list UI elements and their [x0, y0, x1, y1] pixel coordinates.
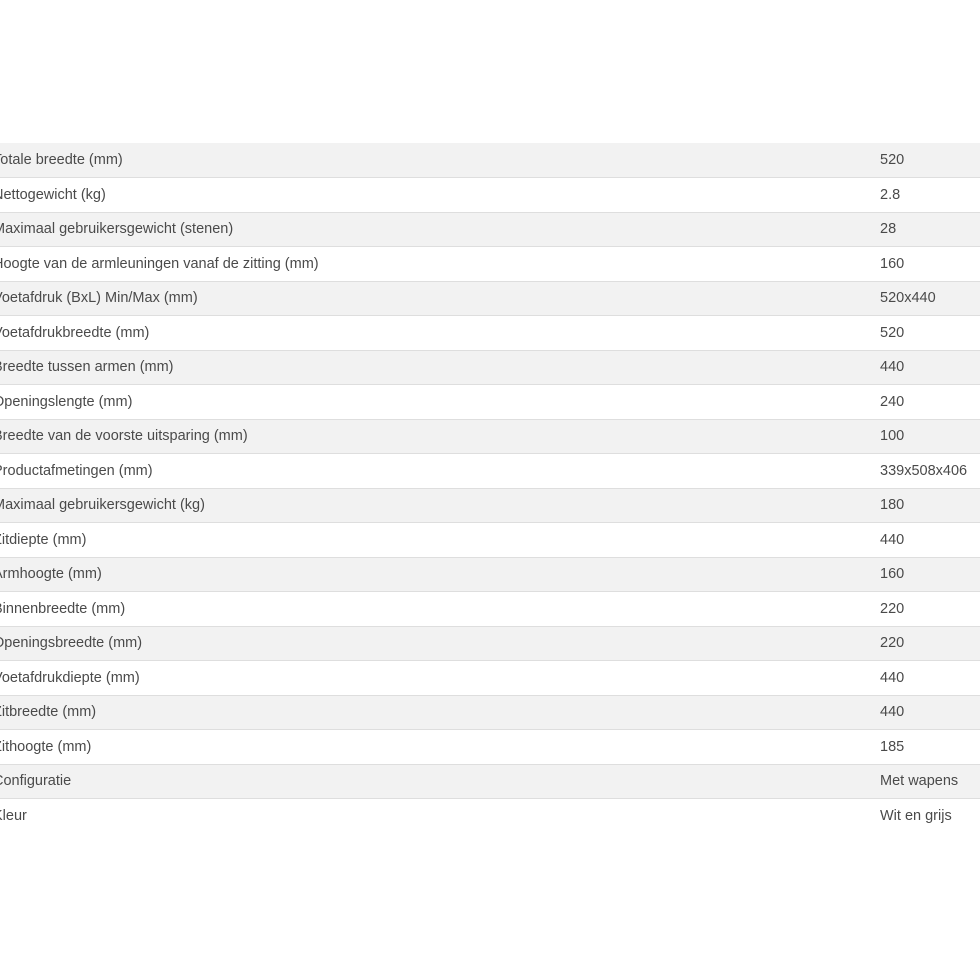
- spec-value: 100: [880, 428, 905, 445]
- spec-row: Voetafdrukbreedte (mm) 520: [0, 315, 980, 350]
- spec-label: Binnenbreedte (mm): [0, 600, 126, 617]
- spec-row: Nettogewicht (kg) 2.8: [0, 177, 980, 212]
- spec-value: 339x508x406: [880, 462, 968, 479]
- spec-value: 240: [880, 393, 905, 410]
- spec-label: Armhoogte (mm): [0, 566, 102, 583]
- spec-value: 440: [880, 359, 905, 376]
- spec-label: Openingslengte (mm): [0, 393, 133, 410]
- spec-value: 440: [880, 669, 905, 686]
- spec-label: Openingsbreedte (mm): [0, 635, 143, 652]
- spec-value: 520x440: [880, 290, 936, 307]
- spec-value: 185: [880, 738, 905, 755]
- spec-row: Zitdiepte (mm) 440: [0, 522, 980, 557]
- spec-value: 160: [880, 566, 905, 583]
- spec-row: Productafmetingen (mm) 339x508x406: [0, 453, 980, 488]
- spec-value: 180: [880, 497, 905, 514]
- spec-value: 2.8: [880, 186, 901, 203]
- spec-row: Voetafdruk (BxL) Min/Max (mm) 520x440: [0, 281, 980, 316]
- spec-row: Voetafdrukdiepte (mm) 440: [0, 660, 980, 695]
- spec-value: 220: [880, 635, 905, 652]
- spec-label: Voetafdrukbreedte (mm): [0, 324, 150, 341]
- spec-row: Zithoogte (mm) 185: [0, 729, 980, 764]
- spec-value: 520: [880, 324, 905, 341]
- spec-label: Breedte van de voorste uitsparing (mm): [0, 428, 248, 445]
- spec-value: 28: [880, 221, 897, 238]
- spec-row: Maximaal gebruikersgewicht (stenen) 28: [0, 212, 980, 247]
- spec-label: Configuratie: [0, 773, 72, 790]
- spec-label: Hoogte van de armleuningen vanaf de zitt…: [0, 255, 319, 272]
- spec-label: Totale breedte (mm): [0, 152, 123, 168]
- spec-row: Breedte tussen armen (mm) 440: [0, 350, 980, 385]
- spec-row: Openingsbreedte (mm) 220: [0, 626, 980, 661]
- spec-row: Hoogte van de armleuningen vanaf de zitt…: [0, 246, 980, 281]
- spec-value: Met wapens: [880, 773, 959, 790]
- spec-label: Nettogewicht (kg): [0, 186, 106, 203]
- spec-label: Zithoogte (mm): [0, 738, 92, 755]
- spec-label: Voetafdruk (BxL) Min/Max (mm): [0, 290, 198, 307]
- spec-table-body: Totale breedte (mm) 520 Nettogewicht (kg) 2…: [0, 143, 980, 833]
- spec-table-container: Totale breedte (mm) 520 Nettogewicht (kg) 2…: [0, 143, 980, 833]
- spec-row: Configuratie Met wapens: [0, 764, 980, 799]
- spec-row: Breedte van de voorste uitsparing (mm) 10…: [0, 419, 980, 454]
- spec-row: Armhoogte (mm) 160: [0, 557, 980, 592]
- spec-value: 520: [880, 152, 905, 168]
- spec-row: Kleur Wit en grijs: [0, 798, 980, 833]
- spec-label: Productafmetingen (mm): [0, 462, 153, 479]
- spec-value: 440: [880, 704, 905, 721]
- spec-value: 160: [880, 255, 905, 272]
- spec-label: Zitbreedte (mm): [0, 704, 97, 721]
- spec-row: Totale breedte (mm) 520: [0, 143, 980, 178]
- spec-value: 220: [880, 600, 905, 617]
- spec-row: Openingslengte (mm) 240: [0, 384, 980, 419]
- spec-value: 440: [880, 531, 905, 548]
- spec-row: Binnenbreedte (mm) 220: [0, 591, 980, 626]
- spec-value: Wit en grijs: [880, 808, 952, 824]
- spec-label: Maximaal gebruikersgewicht (stenen): [0, 221, 234, 238]
- spec-label: Kleur: [0, 808, 27, 824]
- specifications-table: Totale breedte (mm) 520 Nettogewicht (kg) 2…: [0, 143, 980, 833]
- spec-label: Breedte tussen armen (mm): [0, 359, 174, 376]
- spec-label: Maximaal gebruikersgewicht (kg): [0, 497, 205, 514]
- spec-row: Maximaal gebruikersgewicht (kg) 180: [0, 488, 980, 523]
- spec-row: Zitbreedte (mm) 440: [0, 695, 980, 730]
- spec-label: Zitdiepte (mm): [0, 531, 87, 548]
- spec-label: Voetafdrukdiepte (mm): [0, 669, 140, 686]
